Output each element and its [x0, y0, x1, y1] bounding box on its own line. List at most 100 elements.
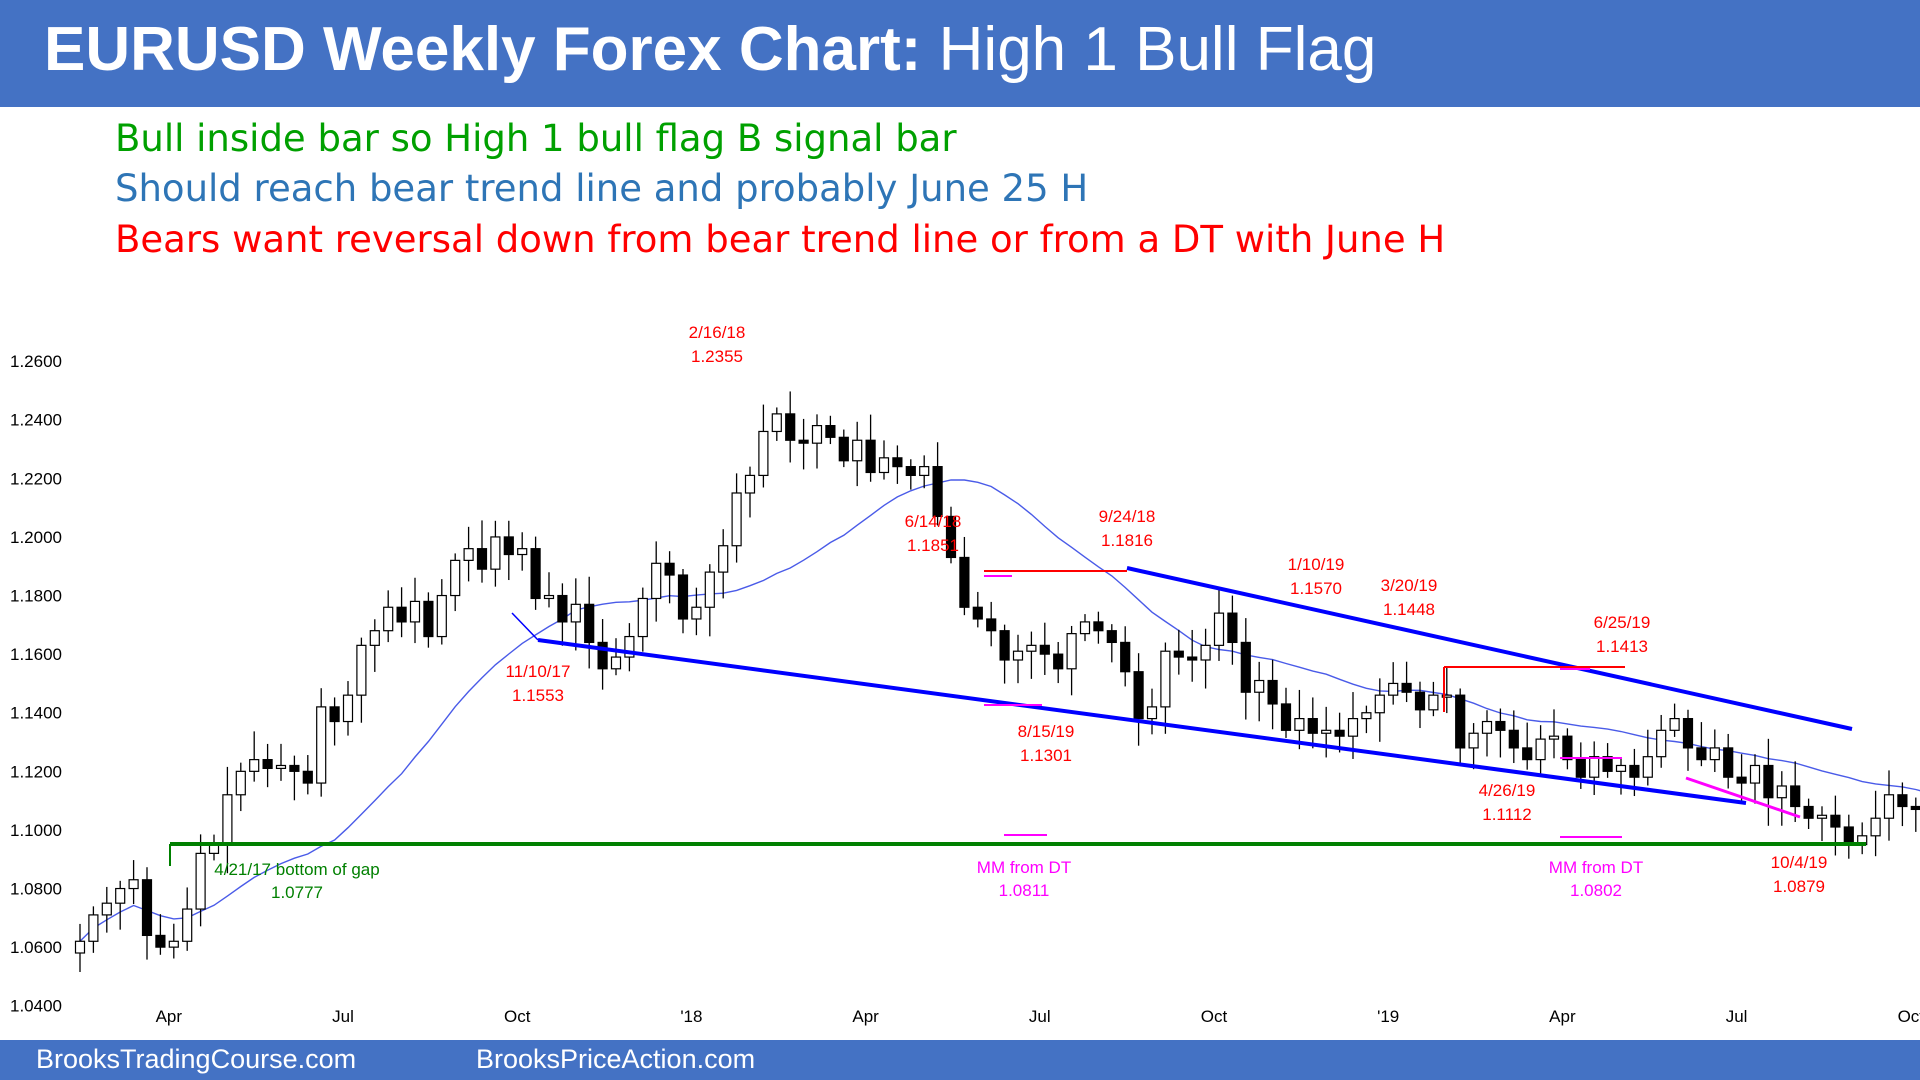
candle — [208, 834, 220, 861]
candle-body — [1307, 717, 1318, 734]
candle — [1401, 661, 1412, 703]
candle-body — [101, 902, 112, 916]
y-tick-label: 1.1800 — [10, 587, 62, 606]
bull-trend-line — [537, 638, 1747, 805]
candle-body — [1562, 735, 1573, 761]
candle — [1012, 634, 1024, 684]
candle — [758, 404, 769, 488]
candle — [128, 860, 139, 905]
ann-3-20-19-date: 3/20/19 — [1381, 576, 1438, 595]
candle — [1615, 758, 1627, 795]
candle-body — [1481, 720, 1493, 734]
candle — [1830, 795, 1841, 856]
candle — [1709, 729, 1720, 773]
candle — [476, 520, 488, 583]
candle-body — [731, 492, 742, 547]
candle — [450, 553, 461, 612]
candle — [610, 638, 622, 676]
annotations: 2/16/18 1.2355 6/14/18 1.1851 9/24/18 1.… — [214, 323, 1827, 902]
candle-body — [74, 940, 86, 954]
candle-body — [825, 425, 836, 438]
candle — [1642, 729, 1653, 786]
candle — [1870, 790, 1881, 857]
candle — [222, 766, 233, 874]
candle-body — [316, 706, 327, 784]
candle — [1495, 708, 1506, 758]
candle-body — [155, 934, 166, 948]
candle — [1388, 662, 1399, 705]
candle — [1535, 725, 1546, 776]
candle — [651, 541, 662, 622]
candle-body — [490, 536, 501, 570]
candle-body — [785, 413, 796, 441]
magenta-markers — [984, 575, 1622, 838]
candle-body — [932, 466, 943, 518]
candle-body — [1200, 644, 1211, 661]
ann-3-20-19-value: 1.1448 — [1383, 600, 1435, 619]
ann-gap-bottom-label: 4/21/17 bottom of gap — [214, 860, 379, 879]
candle — [704, 564, 715, 637]
ann-mm-dt-2-value: 1.0802 — [1570, 881, 1622, 900]
candle-body — [1522, 747, 1533, 761]
candle — [798, 418, 809, 470]
candle — [1468, 723, 1479, 770]
candle — [1280, 687, 1292, 738]
candle-body — [1843, 826, 1854, 846]
candle — [235, 762, 246, 812]
x-tick-label: Jul — [1726, 1007, 1748, 1026]
candle — [811, 414, 823, 469]
candle — [275, 743, 287, 781]
candle-body — [878, 457, 890, 474]
candle-body — [1910, 805, 1920, 811]
candle — [1428, 681, 1439, 717]
y-tick-label: 1.2200 — [10, 469, 62, 488]
candle-body — [1388, 682, 1399, 696]
ann-8-15-19-value: 1.1301 — [1020, 746, 1072, 765]
candle-body — [1053, 653, 1064, 670]
header-bar: EURUSD Weekly Forex Chart: High 1 Bull F… — [0, 0, 1920, 107]
candle-body — [275, 764, 287, 770]
candle-body — [986, 618, 997, 632]
candle-body — [396, 606, 407, 623]
candle — [289, 755, 300, 801]
page-title: EURUSD Weekly Forex Chart: High 1 Bull F… — [44, 14, 1376, 85]
candle-body — [651, 562, 662, 600]
ann-10-4-19-date: 10/4/19 — [1771, 853, 1828, 872]
candle — [1522, 722, 1533, 770]
footer-link-price-action[interactable]: BrooksPriceAction.com — [476, 1044, 756, 1074]
candle-body — [302, 770, 313, 784]
ann-2-16-18-date: 2/16/18 — [689, 323, 746, 342]
candle — [731, 473, 742, 563]
x-tick-label: Oct — [1898, 1007, 1920, 1026]
candle — [986, 601, 997, 647]
candle — [463, 526, 474, 582]
candle-body — [1414, 691, 1426, 711]
candle — [597, 619, 608, 690]
y-axis-ticks: 1.2600 1.2400 1.2200 1.2000 1.1800 1.1600 1.14… — [10, 352, 62, 1016]
x-tick-label: '19 — [1377, 1007, 1399, 1026]
footer-link-trading-course[interactable]: BrooksTradingCourse.com — [36, 1044, 357, 1074]
candle-body — [677, 574, 689, 620]
candle-body — [758, 430, 769, 477]
candle-body — [476, 548, 488, 570]
ann-4-26-19-value: 1.1112 — [1482, 805, 1531, 824]
candle-body — [1548, 735, 1560, 740]
candle — [329, 697, 340, 746]
candle-body — [1133, 671, 1144, 720]
candle — [1910, 797, 1920, 832]
candle-body — [182, 908, 193, 942]
candle-body — [1240, 641, 1251, 693]
ann-8-15-19-date: 8/15/19 — [1018, 722, 1075, 741]
candle — [1803, 798, 1814, 830]
candle — [664, 551, 675, 604]
ann-6-25-19-value: 1.1413 — [1596, 637, 1648, 656]
candle — [543, 572, 555, 608]
x-tick-label: Apr — [156, 1007, 183, 1026]
candle-body — [342, 694, 354, 723]
candle-body — [88, 914, 99, 942]
candle-body — [543, 594, 555, 600]
candle — [369, 619, 380, 672]
candle — [262, 743, 273, 788]
candle-body — [1401, 682, 1412, 693]
